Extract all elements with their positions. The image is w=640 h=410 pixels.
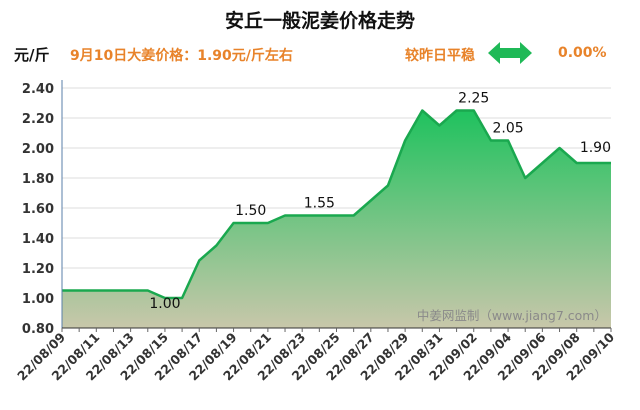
compare-label: 较昨日平稳 xyxy=(405,48,475,64)
chart-title: 安丘一般泥姜价格走势 xyxy=(224,10,415,32)
change-percent: 0.00% xyxy=(558,45,607,61)
data-label: 1.55 xyxy=(304,196,335,212)
data-label: 1.50 xyxy=(235,203,266,219)
data-label: 2.25 xyxy=(458,91,489,107)
watermark-text: 中姜网监制（www.jiang7.com） xyxy=(417,308,607,323)
data-label: 1.90 xyxy=(580,140,611,156)
y-tick-label: 1.40 xyxy=(22,232,54,247)
data-label: 1.00 xyxy=(149,296,180,312)
unit-label: 元/斤 xyxy=(14,46,50,64)
series-line xyxy=(62,109,611,300)
y-tick-label: 1.00 xyxy=(22,292,54,307)
double-arrow-icon xyxy=(488,42,532,64)
data-label: 2.05 xyxy=(492,121,523,137)
y-tick-label: 1.20 xyxy=(22,262,54,277)
y-tick-label: 0.80 xyxy=(22,322,54,337)
y-tick-label: 2.00 xyxy=(22,142,54,157)
y-tick-label: 1.80 xyxy=(22,172,54,187)
area-fill xyxy=(62,110,611,328)
y-tick-label: 1.60 xyxy=(22,202,54,217)
price-note: 9月10日大姜价格：1.90元/斤左右 xyxy=(70,48,293,64)
y-tick-label: 2.20 xyxy=(22,112,54,127)
y-tick-label: 2.40 xyxy=(22,82,54,97)
